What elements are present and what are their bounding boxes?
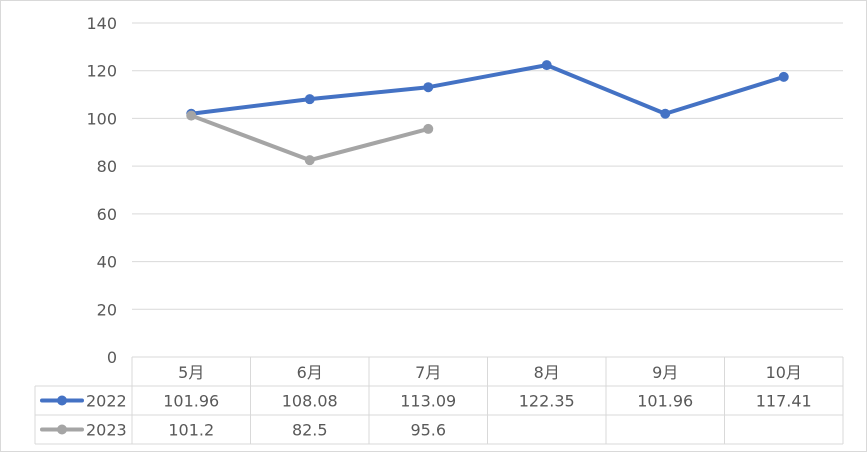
y-tick-label: 60 xyxy=(97,205,117,224)
data-point xyxy=(186,110,197,121)
x-tick-label: 9月 xyxy=(652,363,678,382)
data-point xyxy=(660,108,671,119)
data-point xyxy=(304,155,315,166)
table-value: 117.41 xyxy=(756,392,812,411)
y-axis: 0 20 40 60 80 100 120 140 xyxy=(86,14,117,367)
table-value: 108.08 xyxy=(282,392,338,411)
table-value: 95.6 xyxy=(410,421,446,440)
legend-label: 2022 xyxy=(86,392,127,411)
series-line xyxy=(189,63,786,116)
x-tick-label: 6月 xyxy=(297,363,323,382)
table-value: 113.09 xyxy=(400,392,456,411)
y-tick-label: 40 xyxy=(97,253,117,272)
legend-label: 2023 xyxy=(86,421,127,440)
series-lines xyxy=(186,60,789,166)
data-point xyxy=(778,71,789,82)
table-value: 82.5 xyxy=(292,421,328,440)
table-value: 101.96 xyxy=(637,392,693,411)
x-tick-label: 8月 xyxy=(534,363,560,382)
x-tick-label: 7月 xyxy=(415,363,441,382)
table-value: 101.96 xyxy=(163,392,219,411)
table-value: 101.2 xyxy=(168,421,214,440)
y-tick-label: 120 xyxy=(86,62,117,81)
y-tick-label: 20 xyxy=(97,300,117,319)
y-tick-label: 0 xyxy=(107,348,117,367)
data-point xyxy=(541,60,552,71)
y-tick-label: 140 xyxy=(86,14,117,33)
y-tick-label: 100 xyxy=(86,109,117,128)
series-2023 xyxy=(186,110,434,166)
data-point xyxy=(423,123,434,134)
table-value: 122.35 xyxy=(519,392,575,411)
data-point xyxy=(423,82,434,93)
y-tick-label: 80 xyxy=(97,157,117,176)
data-point xyxy=(304,94,315,105)
gridlines xyxy=(132,22,843,310)
legend-marker xyxy=(57,395,67,406)
legend-marker xyxy=(57,424,67,435)
x-tick-label: 10月 xyxy=(766,363,802,382)
x-tick-label: 5月 xyxy=(178,363,204,382)
data-table: 5月 6月 7月 8月 9月 10月 2022 101.96 108.08 113.09 122.3… xyxy=(34,356,844,445)
